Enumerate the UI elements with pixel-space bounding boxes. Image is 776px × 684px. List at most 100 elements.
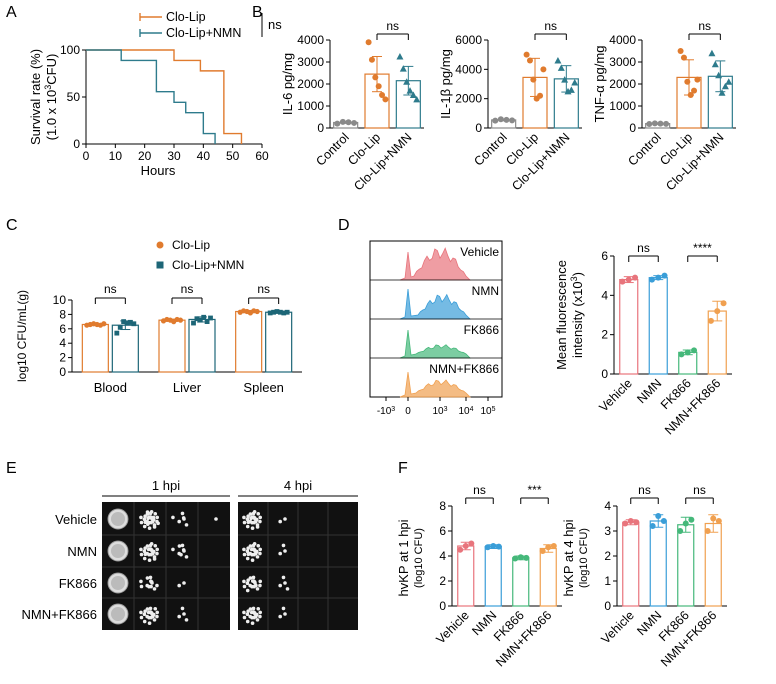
data-point: [396, 53, 404, 60]
data-point: [677, 48, 684, 54]
y-tick-label: 4000: [455, 62, 482, 76]
data-point: [523, 554, 530, 561]
data-point: [512, 555, 519, 562]
x-tick-label: Blood: [94, 380, 127, 395]
colony: [146, 516, 150, 521]
data-point: [351, 119, 358, 126]
colony: [245, 612, 250, 617]
data-point: [633, 519, 640, 526]
track-label: FK866: [464, 323, 500, 337]
histogram-trace: [399, 371, 471, 398]
data-point: [725, 78, 733, 85]
panel-label-f: F: [398, 460, 408, 477]
significance-label: ns: [544, 19, 557, 33]
x-tick-base: 10: [480, 406, 492, 417]
data-point: [545, 544, 552, 551]
panel-e-plate-image: 1 hpi 4 hpi Vehicle NMN FK866 NMN+FK866: [22, 478, 358, 630]
y-tick-label: 100: [60, 43, 80, 57]
legend-label: Clo-Lip: [172, 238, 210, 252]
histogram-trace: [399, 329, 471, 359]
colony: [283, 517, 287, 521]
y-tick-label: 2: [604, 549, 611, 563]
colony: [283, 581, 287, 585]
colony: [181, 548, 186, 552]
data-point: [646, 121, 653, 128]
colony: [142, 612, 147, 617]
colony: [214, 517, 218, 521]
colony: [149, 584, 153, 589]
colony: [139, 520, 144, 525]
colony: [171, 547, 175, 552]
colony: [245, 524, 250, 529]
colony: [155, 551, 159, 556]
colony: [245, 588, 250, 593]
data-point: [375, 83, 382, 90]
y-tick-label: 2000: [297, 77, 324, 91]
colony: [184, 618, 189, 622]
y-tick-label: 4: [601, 288, 608, 302]
bar: [677, 524, 695, 607]
data-point: [651, 120, 658, 127]
colony: [278, 614, 282, 619]
data-point: [194, 316, 200, 322]
bar: [484, 546, 502, 607]
y-axis-label: TNF-α pg/mg: [592, 46, 607, 123]
data-point: [622, 520, 629, 527]
colony: [152, 587, 157, 591]
y-tick-label: 4000: [297, 33, 324, 47]
colony: [155, 583, 159, 588]
colony: [283, 612, 287, 616]
data-point: [707, 317, 714, 324]
bar: [81, 323, 109, 373]
y-axis-label-sup: 3: [569, 276, 579, 281]
colony: [181, 516, 186, 520]
data-point: [619, 278, 626, 285]
data-point: [277, 309, 283, 315]
y-axis-label-2: intensity (x103): [569, 272, 585, 358]
colony: [278, 551, 282, 556]
data-point: [399, 65, 407, 72]
colony: [242, 579, 246, 584]
colony: [177, 519, 181, 524]
colony: [248, 512, 253, 516]
data-point: [509, 117, 516, 124]
colony: [256, 511, 261, 516]
significance-label: ns: [693, 483, 706, 497]
data-point: [274, 309, 280, 314]
colony: [256, 543, 261, 548]
data-point: [409, 91, 417, 98]
colony: [184, 523, 189, 527]
colony: [242, 584, 247, 589]
y-axis-label-end: CFU): [44, 54, 59, 85]
y-tick-label: 0: [604, 599, 611, 613]
x-tick-label: 10: [109, 149, 123, 163]
data-point: [484, 544, 491, 551]
bar: [619, 279, 639, 375]
data-point: [682, 520, 689, 527]
data-point: [655, 513, 662, 519]
legend-swatch: [156, 261, 164, 269]
x-tick-label: 30: [167, 149, 181, 163]
colony: [139, 552, 144, 557]
colony: [142, 517, 147, 522]
data-point: [468, 540, 475, 547]
data-point: [648, 276, 655, 283]
significance-label: ns: [473, 483, 486, 497]
y-axis-label: IL-1β pg/mg: [438, 49, 453, 119]
legend-label: Clo-Lip+NMN: [166, 26, 241, 40]
data-point: [382, 96, 389, 103]
data-point: [526, 57, 533, 64]
colony: [182, 581, 186, 585]
y-tick-label: 8: [59, 307, 66, 321]
data-point: [517, 554, 524, 561]
colony: [151, 612, 156, 617]
panel-a-survival-chart: 0 50 100 0 10 20 30 40 50 60 Hours Survival rate (%…: [28, 10, 282, 178]
data-point: [503, 116, 510, 123]
y-axis-label-2: (log10 CFU): [413, 528, 425, 588]
y-tick-label: 0: [601, 367, 608, 381]
colony: [139, 610, 143, 615]
x-tick-base: 10: [432, 406, 444, 417]
data-point: [684, 78, 691, 85]
track-label: NMN+FK866: [429, 362, 499, 376]
